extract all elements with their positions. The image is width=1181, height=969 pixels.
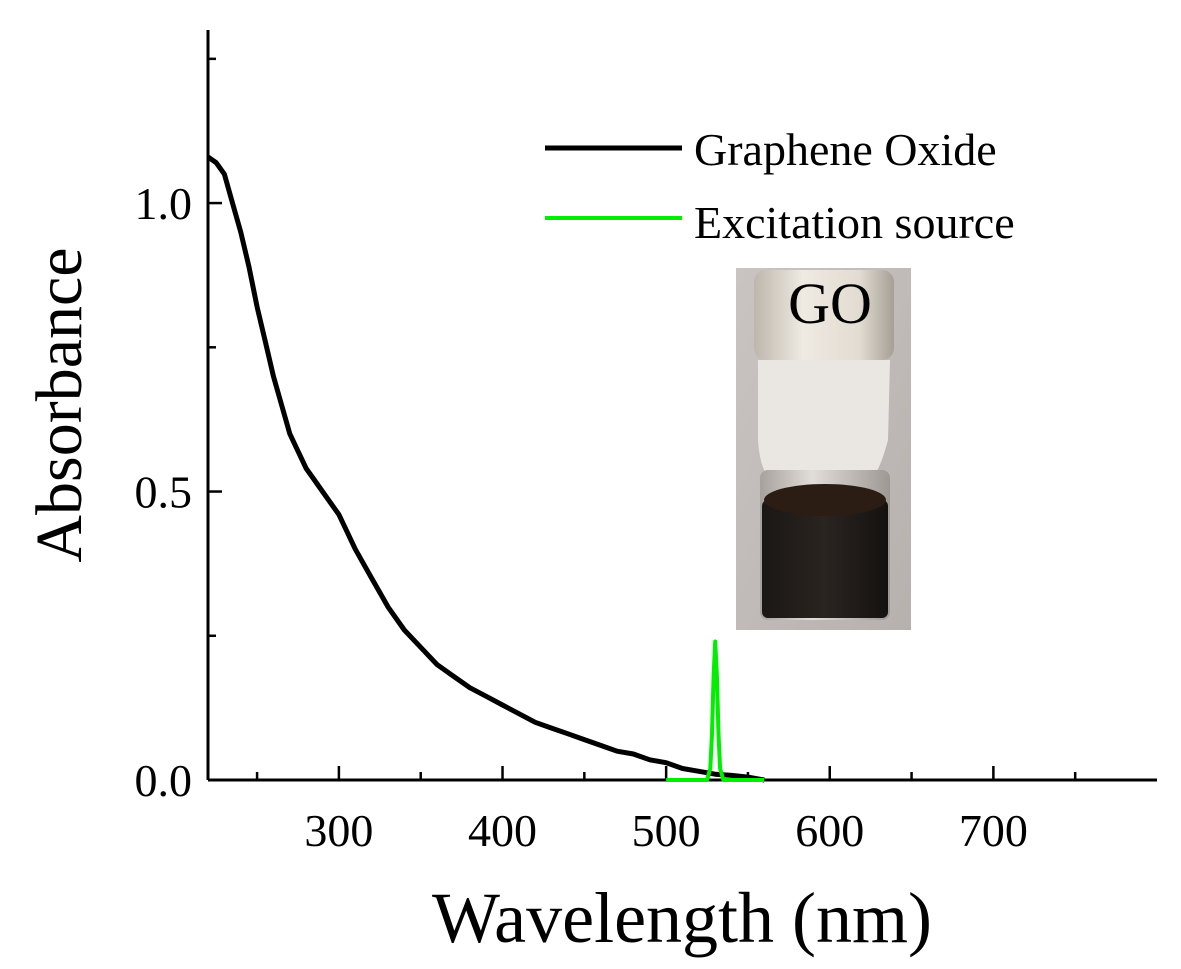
axes bbox=[206, 30, 1157, 782]
y-tick-label: 0.5 bbox=[135, 467, 193, 518]
series-layer bbox=[206, 154, 765, 783]
liquid-meniscus bbox=[764, 484, 886, 516]
vial-label bbox=[758, 360, 890, 478]
inset-go-label: GO bbox=[788, 271, 872, 336]
x-tick-label: 400 bbox=[468, 805, 537, 856]
x-tick-label: 500 bbox=[632, 805, 701, 856]
y-axis-title: Absorbance bbox=[23, 247, 96, 562]
vial-photo-inset: GO bbox=[736, 268, 911, 630]
legend-label-excitation-source: Excitation source bbox=[694, 197, 1015, 248]
x-tick-label: 300 bbox=[304, 805, 373, 856]
x-ticks: 300 400 500 600 700 bbox=[255, 766, 1077, 856]
legend-label-graphene-oxide: Graphene Oxide bbox=[694, 124, 997, 175]
legend: Graphene Oxide Excitation source bbox=[545, 124, 1015, 248]
y-tick-label: 0.0 bbox=[135, 755, 193, 806]
y-tick-label: 1.0 bbox=[135, 178, 193, 229]
series-graphene-oxide-line bbox=[206, 154, 765, 783]
x-tick-label: 700 bbox=[959, 805, 1028, 856]
y-ticks: 0.0 0.5 1.0 bbox=[135, 57, 222, 806]
x-axis-title: Wavelength (nm) bbox=[432, 878, 932, 958]
vial-liquid bbox=[762, 500, 888, 618]
series-excitation-source-line bbox=[666, 639, 765, 782]
vial-cap bbox=[754, 270, 894, 360]
x-tick-label: 600 bbox=[795, 805, 864, 856]
